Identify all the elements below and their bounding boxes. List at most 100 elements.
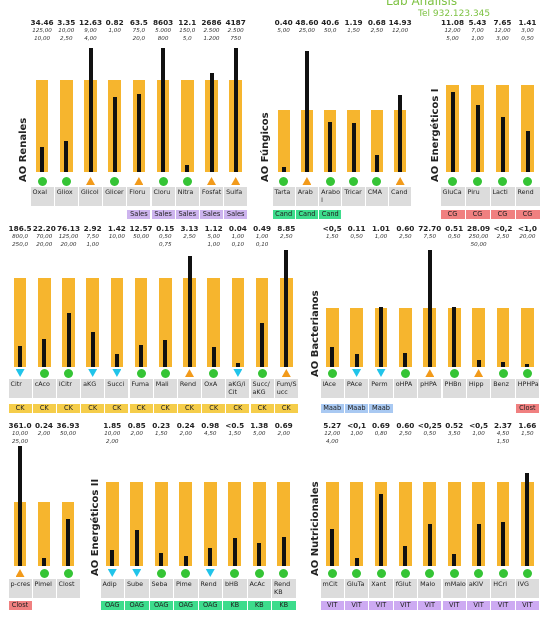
- ref-low: 4,00: [84, 36, 97, 42]
- group-tag: KB: [223, 601, 247, 610]
- value: 0.40: [274, 18, 293, 27]
- test-name: GluTa: [346, 580, 365, 588]
- value-bar: [304, 51, 309, 172]
- ref-high: 10,00: [104, 431, 121, 437]
- status-icon: [327, 569, 337, 578]
- ref-high: 2,00: [37, 431, 51, 437]
- test-name: Clost: [58, 580, 75, 588]
- group-tag: Sales: [199, 210, 224, 219]
- range-bar: [472, 308, 485, 367]
- range-bar: [496, 308, 510, 367]
- ref-low: 800: [157, 36, 169, 42]
- ref-high: 2,50: [399, 431, 412, 437]
- status-icon: [352, 369, 362, 377]
- group-tag: CK: [250, 404, 274, 413]
- value-bar: [185, 164, 190, 172]
- value-bar: [260, 323, 265, 367]
- test-name: HCri: [493, 580, 507, 588]
- ref-high: 2,50: [370, 28, 384, 34]
- range-bar: [447, 482, 461, 566]
- ref-low: 20,0: [132, 36, 146, 42]
- range-bar: [228, 482, 242, 566]
- ref-high: 1,00: [472, 431, 485, 437]
- group-tag: KB: [247, 601, 271, 610]
- ref-low: 20,00: [36, 242, 53, 248]
- value: <0,5: [322, 224, 342, 233]
- range-bar: [179, 482, 193, 566]
- ref-low: 0,10: [231, 242, 245, 248]
- ref-high: 0,80: [374, 431, 388, 437]
- lab-name: Lab Analisis: [386, 0, 458, 8]
- test-name: Sube: [127, 580, 144, 588]
- value-bar: [136, 94, 141, 172]
- test-name: Rend: [179, 380, 197, 388]
- label-box: [320, 579, 344, 598]
- ref-high: 7,50: [423, 234, 437, 240]
- group-tag: CG: [440, 210, 465, 219]
- status-icon: [498, 569, 508, 578]
- group-tag: CK: [177, 404, 202, 413]
- ref-high: 10,00: [58, 28, 75, 34]
- status-icon: [160, 369, 170, 378]
- group-tag: Cand: [295, 210, 319, 219]
- value-bar: [66, 518, 70, 566]
- ref-low: 1,50: [496, 439, 510, 445]
- ref-low: 1,00: [207, 242, 220, 248]
- status-icon: [86, 177, 95, 185]
- range-bar: [37, 502, 51, 566]
- value-bar: [232, 538, 237, 566]
- value: 12.1: [178, 18, 197, 27]
- value: 12.63: [78, 18, 103, 27]
- test-name: Cand: [391, 188, 408, 196]
- group-tag: VIT: [466, 601, 491, 610]
- range-bar: [130, 482, 144, 566]
- group-tag: OAG: [100, 601, 124, 610]
- ref-low: 20,00: [60, 242, 77, 248]
- range-bar: [35, 80, 49, 172]
- label-box: [369, 579, 393, 598]
- test-name: Succ/aKG: [252, 380, 270, 396]
- value: 0.98: [201, 421, 220, 430]
- value-bar: [235, 363, 240, 367]
- ref-low: 1,00: [86, 242, 99, 248]
- value-bar: [281, 537, 286, 566]
- label-box: [274, 379, 298, 398]
- value-bar: [159, 553, 164, 566]
- value-bar: [139, 344, 144, 367]
- label-box: [32, 379, 56, 398]
- status-icon: [182, 177, 192, 186]
- label-box: [365, 187, 388, 206]
- range-bar: [350, 308, 363, 367]
- value-bar: [427, 524, 432, 566]
- group-tag: Sales: [175, 210, 199, 219]
- group-tag: CK: [56, 404, 81, 413]
- test-name: OxA: [204, 380, 218, 388]
- value: 0.24: [176, 421, 195, 430]
- test-name: mCit: [322, 580, 338, 588]
- ref-high: 2,00: [277, 431, 290, 437]
- test-name: Fuma: [131, 380, 150, 388]
- value: 1.01: [371, 224, 390, 233]
- value-bar: [66, 312, 71, 367]
- value: 0.69: [274, 421, 293, 430]
- label-box: [247, 579, 271, 598]
- group-tag: CK: [129, 404, 153, 413]
- value-bar: [501, 521, 505, 566]
- value: <0,5: [469, 421, 489, 430]
- status-icon: [107, 569, 117, 577]
- value-bar: [500, 116, 505, 172]
- test-name: Piru: [467, 188, 480, 196]
- test-name: Benz: [493, 380, 510, 388]
- test-name: Pimel: [34, 580, 52, 588]
- status-icon: [181, 569, 191, 578]
- value-bar: [18, 346, 23, 367]
- label-box: [295, 187, 319, 206]
- test-name: bHB: [225, 580, 239, 588]
- test-name: Rend KB: [274, 580, 291, 596]
- ref-high: 2,50: [183, 234, 196, 240]
- group-tag: VIT: [515, 601, 540, 610]
- group-tag: Cand: [272, 210, 295, 219]
- ref-low: 3,00: [496, 36, 509, 42]
- label-box: [369, 379, 393, 398]
- status-icon: [185, 369, 194, 377]
